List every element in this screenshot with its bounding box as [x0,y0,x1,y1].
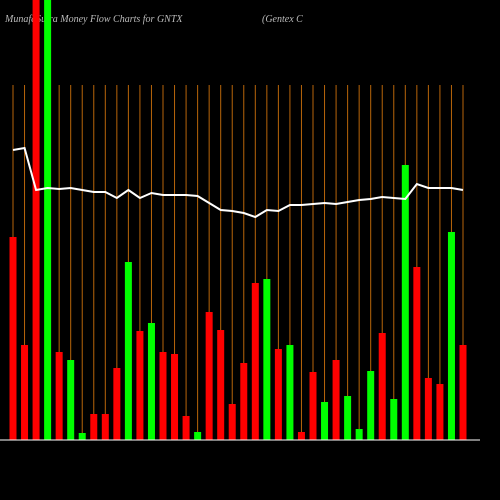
bar [401,165,409,440]
bar [274,349,282,440]
bar [332,360,340,440]
bar [101,414,109,440]
bar [136,331,144,440]
bar [67,360,75,440]
bar [194,432,202,440]
bar [182,416,190,440]
chart-subtitle: (Gentex C [262,14,303,25]
bar [263,279,271,440]
chart-title: MunafaSutra Money Flow Charts for GNTX [4,14,183,25]
bar [367,371,375,440]
bar [9,237,17,440]
bar [447,232,455,440]
bar [251,283,259,440]
bar [90,414,98,440]
bar [113,368,121,440]
bar [171,354,179,440]
bar [159,352,167,440]
bar [436,384,444,440]
bar [321,402,329,440]
bar [21,345,29,440]
bar [217,330,225,440]
bar [286,345,294,440]
bar [413,267,421,440]
bar [297,432,305,440]
bar [355,429,363,440]
bar [205,312,213,440]
bar [55,352,63,440]
bar [240,363,248,440]
bar [424,378,432,440]
bar [44,0,52,440]
money-flow-line [12,146,464,219]
bar [459,345,467,440]
bar [78,433,86,440]
bar [378,333,386,440]
bar [309,372,317,440]
bar [147,323,155,440]
bar [124,262,132,440]
bar [32,0,40,440]
bar [344,396,352,440]
bar [228,404,236,440]
bar [390,399,398,440]
